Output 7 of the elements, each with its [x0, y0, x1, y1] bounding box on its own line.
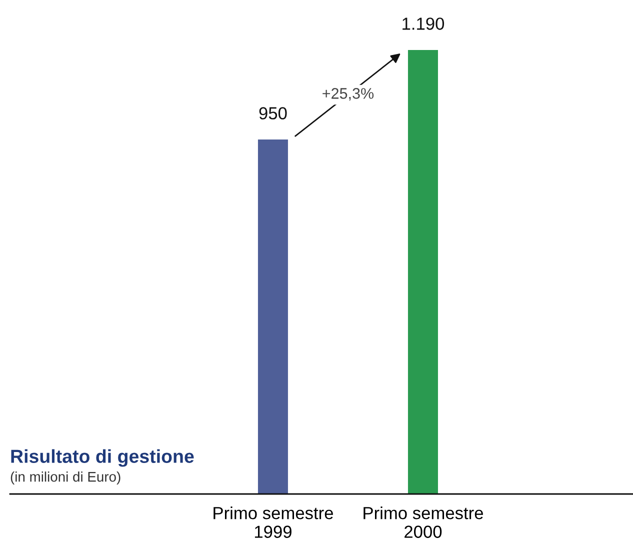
x-tick-label: Primo semestre 1999 — [214, 506, 333, 538]
text: Risultato di gestione — [11, 449, 194, 467]
data-label: 1.190 — [402, 18, 444, 30]
text: (in milioni di Euro) — [10, 472, 120, 484]
data-label: 950 — [259, 107, 287, 120]
x-tick-label: Primo semestre 2000 — [364, 506, 483, 538]
annotation: +25,3% — [322, 88, 374, 101]
